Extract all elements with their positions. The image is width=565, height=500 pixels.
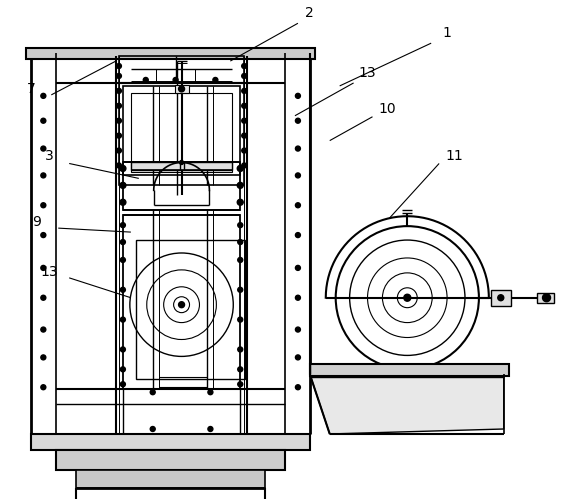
Circle shape (238, 317, 243, 322)
Circle shape (116, 133, 121, 138)
Circle shape (295, 203, 301, 207)
Bar (131, 162, 232, 170)
Text: 7: 7 (27, 82, 36, 96)
Circle shape (208, 390, 213, 394)
Circle shape (150, 426, 155, 432)
Circle shape (242, 118, 247, 123)
Circle shape (242, 133, 247, 138)
Bar (123, 162, 240, 210)
Circle shape (41, 266, 46, 270)
Circle shape (116, 148, 121, 153)
Circle shape (120, 382, 125, 386)
Circle shape (120, 367, 125, 372)
Circle shape (238, 258, 243, 262)
Circle shape (237, 200, 243, 205)
Bar (123, 215, 240, 389)
Circle shape (295, 327, 301, 332)
Circle shape (242, 104, 247, 108)
Circle shape (41, 327, 46, 332)
Circle shape (120, 166, 126, 172)
Text: 3: 3 (45, 148, 54, 162)
Circle shape (179, 302, 185, 308)
Text: 9: 9 (32, 215, 41, 229)
Circle shape (120, 182, 126, 188)
Circle shape (116, 64, 121, 68)
Circle shape (41, 94, 46, 98)
Bar (119, 56, 244, 186)
Bar (123, 86, 240, 176)
Circle shape (542, 294, 550, 302)
Circle shape (144, 78, 148, 82)
Circle shape (120, 258, 125, 262)
Circle shape (41, 173, 46, 178)
Circle shape (242, 163, 247, 168)
Text: 11: 11 (445, 148, 463, 162)
Circle shape (295, 94, 301, 98)
Circle shape (295, 295, 301, 300)
Circle shape (295, 355, 301, 360)
Circle shape (295, 146, 301, 151)
Circle shape (238, 382, 243, 386)
Bar (32, 434, 310, 450)
Bar (131, 93, 232, 172)
Text: 13: 13 (359, 66, 376, 80)
Circle shape (120, 347, 125, 352)
Circle shape (116, 88, 121, 94)
Circle shape (116, 163, 121, 168)
Circle shape (179, 86, 185, 92)
Circle shape (116, 118, 121, 123)
Circle shape (41, 384, 46, 390)
Circle shape (120, 240, 125, 244)
Circle shape (238, 288, 243, 292)
Circle shape (242, 148, 247, 153)
Text: 1: 1 (442, 26, 451, 40)
Circle shape (295, 232, 301, 237)
Circle shape (116, 104, 121, 108)
Circle shape (498, 294, 504, 300)
Text: 10: 10 (379, 102, 396, 116)
Circle shape (120, 288, 125, 292)
Circle shape (116, 74, 121, 78)
Circle shape (180, 160, 184, 164)
Circle shape (242, 74, 247, 78)
Circle shape (237, 166, 243, 172)
Circle shape (295, 118, 301, 123)
Bar (310, 364, 508, 376)
Circle shape (238, 240, 243, 244)
Bar (76, 470, 265, 488)
Bar (136, 240, 245, 380)
Bar (27, 48, 315, 59)
Circle shape (41, 203, 46, 207)
Circle shape (120, 222, 125, 228)
Circle shape (238, 222, 243, 228)
Circle shape (150, 390, 155, 394)
Circle shape (242, 64, 247, 68)
Bar (56, 450, 285, 470)
Circle shape (295, 173, 301, 178)
Circle shape (208, 426, 213, 432)
Circle shape (237, 182, 243, 188)
Circle shape (242, 88, 247, 94)
Bar (491, 290, 511, 306)
Circle shape (41, 118, 46, 123)
Bar (537, 293, 554, 302)
Circle shape (120, 200, 126, 205)
Circle shape (238, 367, 243, 372)
Circle shape (41, 146, 46, 151)
Circle shape (404, 294, 411, 301)
Circle shape (295, 266, 301, 270)
Circle shape (213, 78, 218, 82)
Circle shape (173, 78, 178, 82)
Circle shape (120, 317, 125, 322)
Text: 13: 13 (41, 265, 58, 279)
Circle shape (41, 232, 46, 237)
Circle shape (41, 295, 46, 300)
Text: 2: 2 (306, 6, 314, 20)
Bar (175, 85, 189, 93)
Circle shape (41, 355, 46, 360)
Circle shape (295, 384, 301, 390)
Circle shape (238, 347, 243, 352)
Polygon shape (310, 374, 504, 434)
